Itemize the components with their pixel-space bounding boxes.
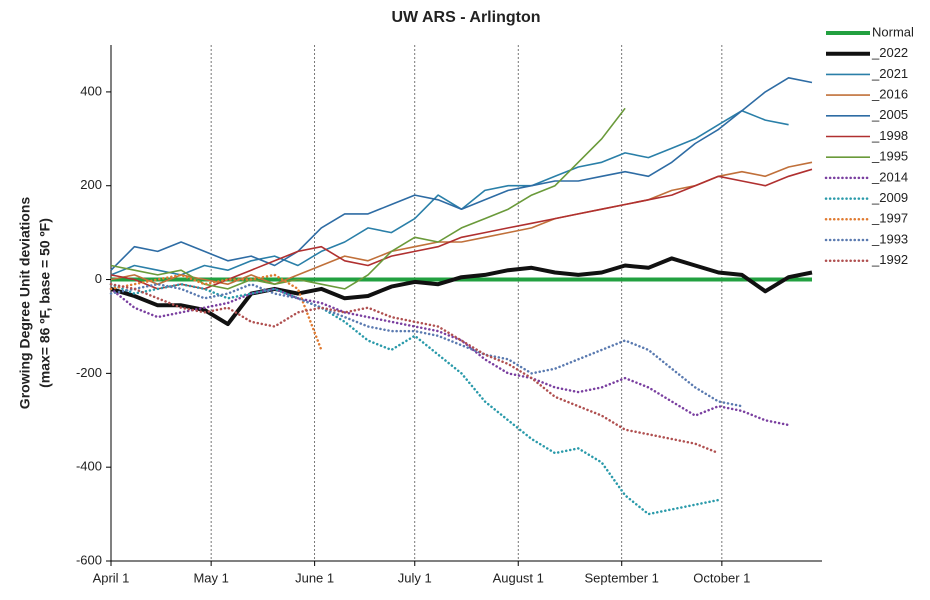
- series-line: [110, 109, 789, 276]
- x-tick-label: September 1: [584, 570, 658, 585]
- x-tick-label: May 1: [193, 570, 228, 585]
- y-tick-label: 200: [80, 177, 102, 192]
- series-line: [110, 256, 813, 327]
- x-tick-label: October 1: [693, 570, 750, 585]
- series-line: [109, 273, 323, 352]
- series-line: [110, 77, 813, 271]
- series-line: [110, 107, 626, 290]
- legend-label: _1995: [871, 149, 908, 164]
- x-tick-label: April 1: [93, 570, 130, 585]
- legend-label: _2021: [871, 66, 908, 81]
- legend-label: _2022: [871, 45, 908, 60]
- chart-title: UW ARS - Arlington: [391, 9, 540, 26]
- legend-label: _1993: [871, 231, 908, 246]
- y-tick-label: 0: [95, 271, 102, 286]
- x-tick-label: June 1: [295, 570, 334, 585]
- legend-label: _1997: [871, 211, 908, 226]
- y-tick-label: -600: [76, 552, 102, 567]
- y-label-line: (max= 86 ºF, base = 50 ºF): [37, 218, 53, 388]
- series-line: [110, 168, 813, 290]
- series-line: [109, 287, 790, 427]
- series-line: [109, 282, 720, 455]
- legend-label: _2016: [871, 87, 908, 102]
- series-line: [109, 282, 720, 516]
- x-tick-label: August 1: [493, 570, 544, 585]
- y-label-line: Growing Degree Unit deviations: [17, 197, 33, 410]
- legend-label: Normal: [872, 24, 914, 39]
- legend-label: _1998: [871, 128, 908, 143]
- y-tick-label: -400: [76, 459, 102, 474]
- x-tick-label: July 1: [398, 570, 432, 585]
- legend-label: _1992: [871, 252, 908, 267]
- y-tick-label: -200: [76, 365, 102, 380]
- y-tick-label: 400: [80, 83, 102, 98]
- y-axis-title: Growing Degree Unit deviations (max= 86 …: [17, 197, 53, 410]
- series-line: [109, 282, 744, 408]
- legend-label: _2005: [871, 107, 908, 122]
- legend-label: _2014: [871, 169, 908, 184]
- legend-label: _2009: [871, 190, 908, 205]
